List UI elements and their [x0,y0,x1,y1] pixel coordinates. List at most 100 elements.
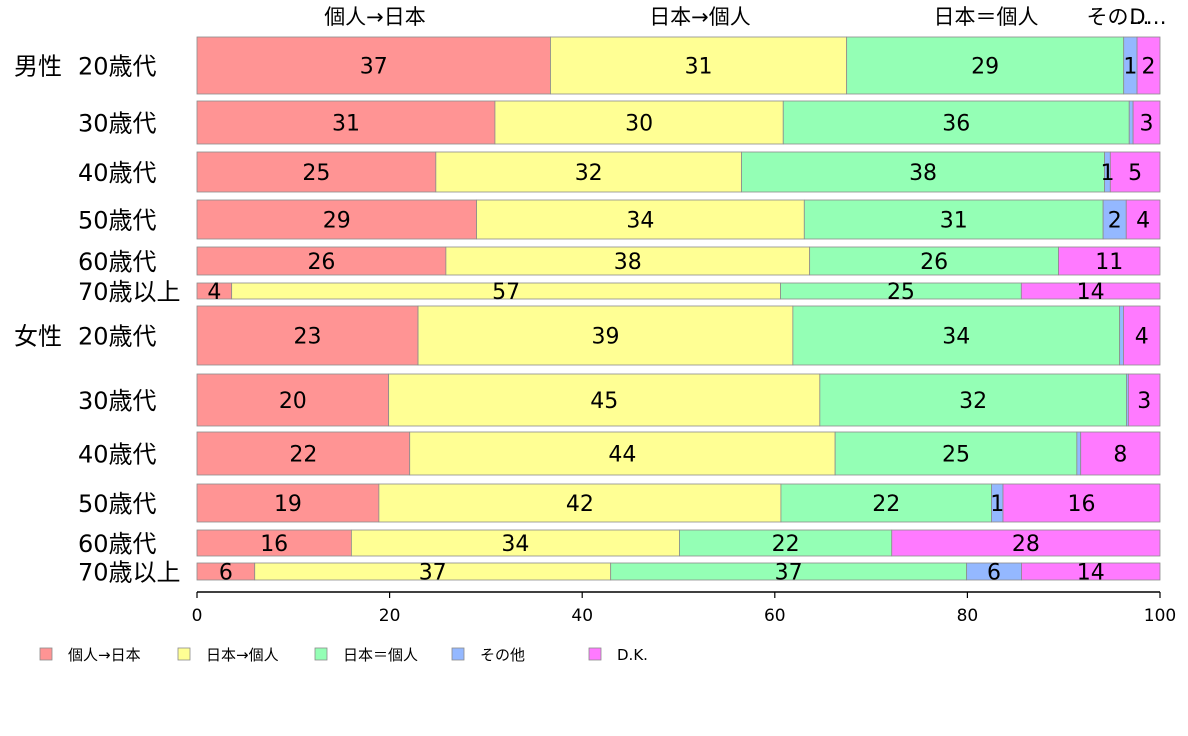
row-label: 40歳代 [78,441,157,469]
data-label: 32 [575,161,603,186]
data-label: 37 [360,55,388,80]
bar-segment [435,151,742,193]
row-label: 30歳代 [78,387,157,415]
data-label: 3 [1137,389,1151,414]
legend-label: D.K. [617,646,648,664]
data-label: 36 [942,112,970,137]
bar-segment [196,151,437,193]
data-label: 39 [591,325,619,350]
data-label: 29 [971,55,999,80]
data-label: 6 [987,561,1001,586]
data-label: 26 [307,250,335,275]
bar-segment [388,373,821,427]
legend-swatch [177,647,191,661]
data-label: 45 [590,389,618,414]
bar-segment [445,246,811,276]
data-label: 37 [775,561,803,586]
data-label: 3 [1140,112,1154,137]
bar-segment [741,151,1105,193]
data-label: 25 [942,443,970,468]
segment-labels-layer: 37 31 29 1 231 30 36 325 32 38 1 529 34 31 2 426 38 26 114… [207,55,1155,586]
bar-segment [196,483,380,523]
row-label: 20歳代 [78,323,157,351]
bar-segment [792,305,1121,366]
data-label: 6 [219,561,233,586]
data-label: 5 [1128,161,1142,186]
bar-segment [1058,246,1161,276]
data-label: 4 [1136,209,1150,234]
data-label: 1 [1123,55,1137,80]
data-label: 8 [1113,443,1127,468]
legend-label: 日本→個人 [206,646,279,664]
bar-segment [196,529,352,557]
bar-segment [1136,36,1161,95]
data-label: 14 [1077,561,1105,586]
row-label: 40歳代 [78,159,157,187]
bar-segment [1132,100,1161,145]
bar-segment [809,246,1059,276]
data-label: 29 [323,209,351,234]
bar-segment [196,199,477,240]
column-header: 日本→個人 [649,5,751,29]
bar-segment [417,305,794,366]
column-header: その… [1087,5,1150,29]
bar-segment [1125,199,1161,240]
data-label: 44 [608,443,636,468]
data-label: 4 [1135,325,1149,350]
data-label: 26 [920,250,948,275]
column-header: D… [1129,5,1166,29]
data-label: 38 [614,250,642,275]
column-headers: 個人→日本 日本→個人 日本＝個人 その…D… [324,5,1166,29]
group-label: 男性 [14,53,62,81]
data-label: 34 [626,209,654,234]
row-label: 70歳以上 [78,278,181,306]
bar-segment [1020,282,1161,300]
data-label: 16 [1068,492,1096,517]
bar-segment [679,529,893,557]
x-tick-label: 60 [764,606,786,626]
data-label: 32 [959,389,987,414]
data-label: 23 [294,325,322,350]
data-label: 28 [1012,532,1040,557]
data-label: 31 [332,112,360,137]
bar-segment [1076,431,1082,476]
x-tick-label: 80 [957,606,979,626]
bars-layer [196,36,1161,581]
legend-swatch [451,647,465,661]
bar-segment [196,246,447,276]
bar-segment [1080,431,1161,476]
group-label: 女性 [14,323,62,351]
bar-segment [1021,562,1161,581]
x-tick-label: 0 [192,606,203,626]
column-header: 日本＝個人 [934,5,1039,29]
x-tick-label: 20 [379,606,401,626]
bar-segment [891,529,1161,557]
data-label: 14 [1077,280,1105,305]
data-label: 25 [302,161,330,186]
data-label: 42 [566,492,594,517]
data-label: 1 [990,492,1004,517]
x-axis: 0 20 40 60 80 100 [192,591,1176,626]
bar-segment [350,529,680,557]
legend-label: その他 [480,646,525,664]
bar-segment [1119,305,1124,366]
bar-segment [803,199,1104,240]
data-label: 4 [207,280,221,305]
row-label: 20歳代 [78,53,157,81]
bar-segment [846,36,1125,95]
row-label: 30歳代 [78,110,157,138]
bar-segment [196,36,551,95]
bar-segment [834,431,1078,476]
bar-segment [1123,305,1161,366]
data-label: 30 [625,112,653,137]
x-tick-label: 40 [571,606,593,626]
data-label: 2 [1108,209,1122,234]
legend-swatch [39,647,53,661]
data-label: 16 [260,532,288,557]
data-label: 22 [872,492,900,517]
bar-segment [1109,151,1161,193]
bar-segment [378,483,782,523]
data-label: 34 [501,532,529,557]
data-label: 25 [887,280,915,305]
